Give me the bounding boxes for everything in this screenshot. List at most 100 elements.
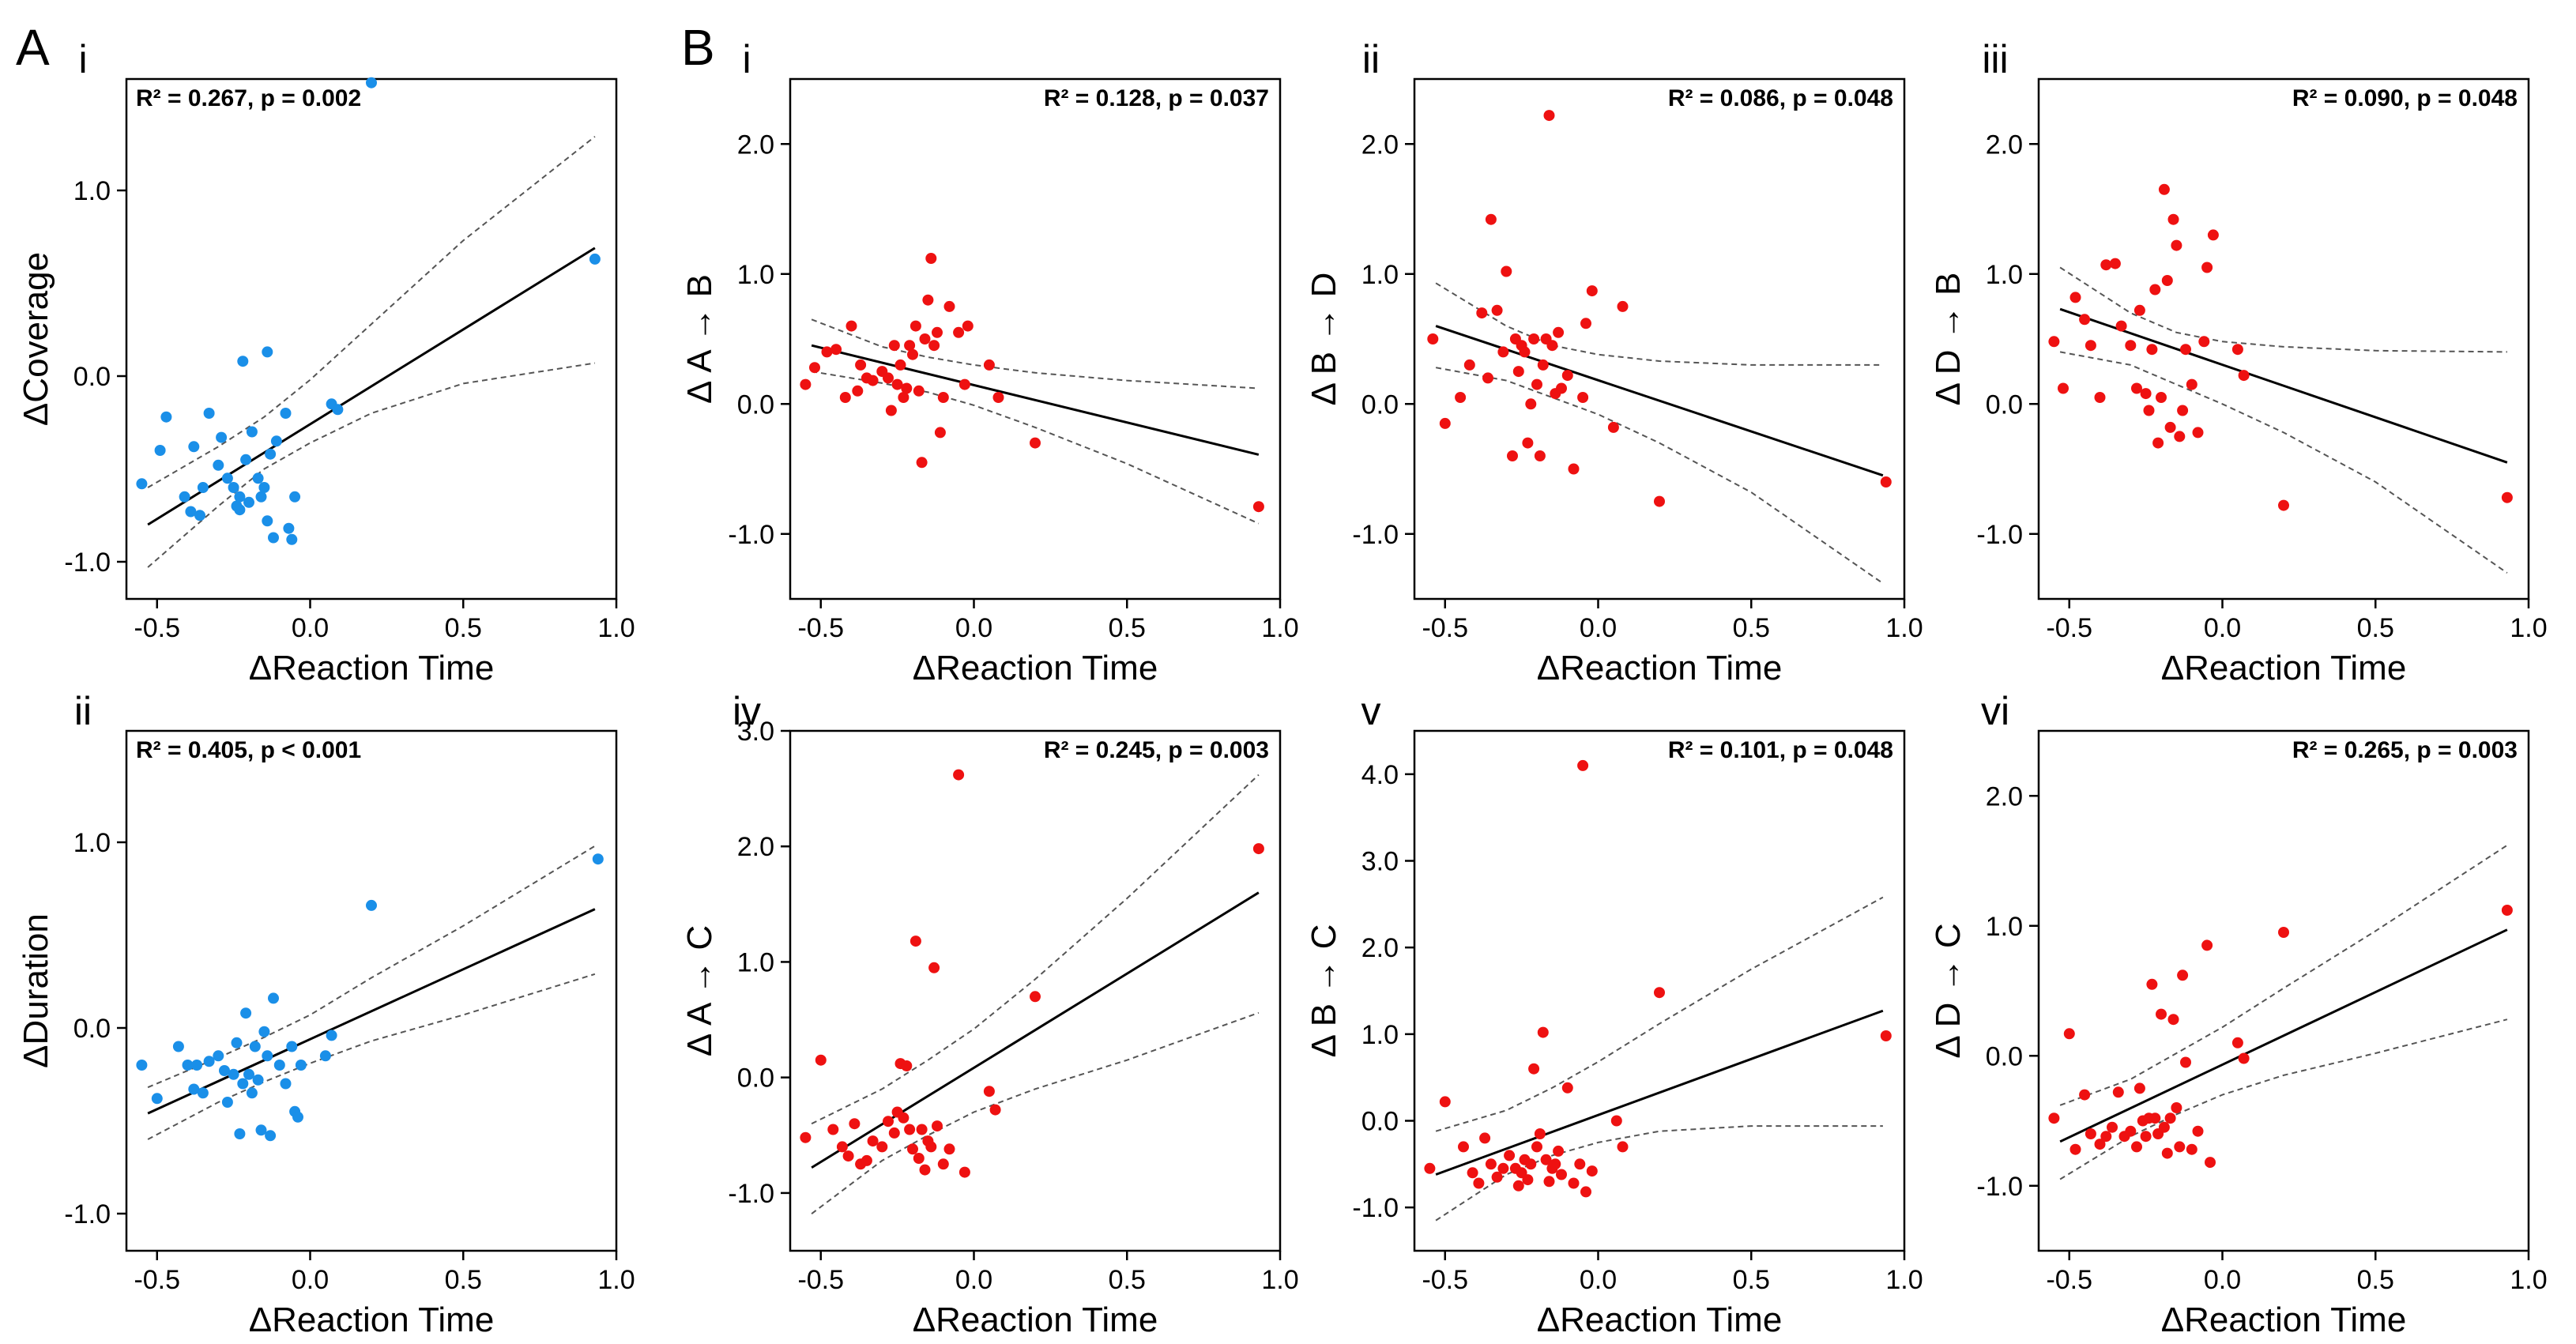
data-point (1654, 495, 1665, 507)
x-tick-label: 0.0 (955, 1265, 992, 1295)
data-point (185, 506, 197, 518)
y-tick-label: 1.0 (737, 260, 774, 290)
data-point (958, 378, 970, 390)
data-point (943, 300, 955, 312)
data-point (197, 1087, 209, 1099)
stat-annotation: R² = 0.405, p < 0.001 (136, 737, 361, 763)
regression-line (2059, 307, 2508, 464)
data-point (2079, 314, 2091, 326)
data-point (2079, 1089, 2091, 1101)
data-point (1586, 285, 1598, 297)
data-point (2180, 344, 2191, 356)
data-point (1485, 213, 1497, 225)
data-point (258, 482, 270, 493)
x-axis-label: ΔReaction Time (2161, 649, 2407, 687)
panel-label: vi (1981, 689, 2009, 733)
data-point (888, 340, 900, 352)
data-point (2125, 1125, 2137, 1137)
panels: -0.5 0.0 0.5 1.0 -1.0 0.0 1.0 ΔReaction Time ΔCo… (17, 37, 2548, 1339)
y-tick-label: 1.0 (1986, 260, 2023, 290)
data-point (1482, 372, 1493, 384)
panel-1: -0.5 0.0 0.5 1.0 -1.0 0.0 1.0 ΔReaction Time ΔCo… (17, 37, 635, 687)
y-tick-label: 1.0 (73, 176, 111, 206)
data-point (366, 77, 377, 88)
data-point (2107, 1121, 2118, 1133)
data-point (2161, 275, 2173, 286)
data-point (2131, 382, 2142, 394)
data-point (1553, 326, 1565, 338)
data-point (197, 482, 209, 493)
y-tick-label: 1.0 (1361, 1020, 1399, 1050)
data-point (265, 448, 277, 460)
x-tick-label: 1.0 (1261, 1265, 1298, 1295)
y-axis-label: Δ D → B (1929, 273, 1968, 406)
data-point (216, 431, 228, 443)
data-point (836, 1141, 848, 1153)
data-point (1561, 370, 1573, 382)
data-point (1568, 1177, 1580, 1189)
data-point (2278, 927, 2289, 938)
y-axis-label: Δ D → C (1929, 923, 1968, 1058)
data-point (280, 1078, 292, 1090)
y-tick-label: 0.0 (737, 1064, 774, 1094)
data-point (1525, 398, 1537, 410)
data-point (2180, 1056, 2191, 1068)
data-point (894, 359, 906, 371)
y-tick-label: 0.0 (737, 390, 774, 420)
data-point (237, 356, 249, 367)
ci-upper-line (811, 774, 1260, 1125)
y-tick-label: -1.0 (1352, 520, 1399, 550)
data-point (2501, 491, 2513, 503)
ci-lower-line (1435, 1125, 1883, 1222)
y-tick-label: 1.0 (1986, 912, 2023, 942)
data-point (883, 372, 894, 384)
plot-frame (789, 729, 1282, 1252)
data-point (1485, 1158, 1497, 1170)
data-point (203, 408, 215, 419)
data-point (1491, 1171, 1503, 1183)
x-tick-label: 0.5 (2357, 613, 2394, 643)
y-axis-label: Δ A → C (680, 925, 719, 1056)
x-tick-label: 1.0 (1261, 613, 1298, 643)
data-point (221, 1097, 233, 1108)
data-point (913, 385, 925, 397)
ci-upper-line (147, 845, 596, 1089)
data-point (2085, 1128, 2096, 1139)
data-point (265, 1130, 277, 1142)
data-point (2174, 1141, 2186, 1153)
data-point (1617, 1141, 1629, 1153)
data-point (885, 405, 897, 416)
x-tick-label: 0.5 (445, 613, 482, 643)
data-point (989, 1104, 1001, 1116)
data-point (845, 320, 857, 332)
data-point (983, 1086, 995, 1097)
data-point (249, 1041, 261, 1052)
data-point (2231, 1037, 2243, 1048)
data-point (928, 340, 940, 352)
data-point (2156, 392, 2167, 403)
ci-lower-line (147, 973, 596, 1140)
y-tick-label: -1.0 (64, 548, 111, 578)
x-tick-label: 0.0 (1580, 613, 1617, 643)
regression-line (811, 891, 1260, 1169)
data-point (910, 936, 921, 947)
data-point (1553, 1145, 1565, 1157)
data-point (592, 853, 604, 865)
y-axis-label: Δ A → B (680, 274, 719, 404)
data-point (2146, 978, 2158, 990)
data-point (855, 359, 867, 371)
y-tick-label: 2.0 (1986, 130, 2023, 160)
plot-frame (125, 729, 618, 1252)
regression-line (2059, 928, 2508, 1143)
data-point (2131, 1141, 2142, 1153)
data-point (2069, 1143, 2081, 1155)
regression-line (147, 908, 596, 1115)
y-tick-label: 0.0 (73, 1014, 111, 1044)
y-tick-label: 0.0 (73, 362, 111, 392)
data-point (2171, 239, 2182, 251)
x-tick-label: 0.0 (955, 613, 992, 643)
data-point (839, 392, 851, 403)
y-tick-label: 1.0 (1361, 260, 1399, 290)
ci-upper-line (811, 318, 1259, 390)
data-point (213, 1050, 224, 1062)
